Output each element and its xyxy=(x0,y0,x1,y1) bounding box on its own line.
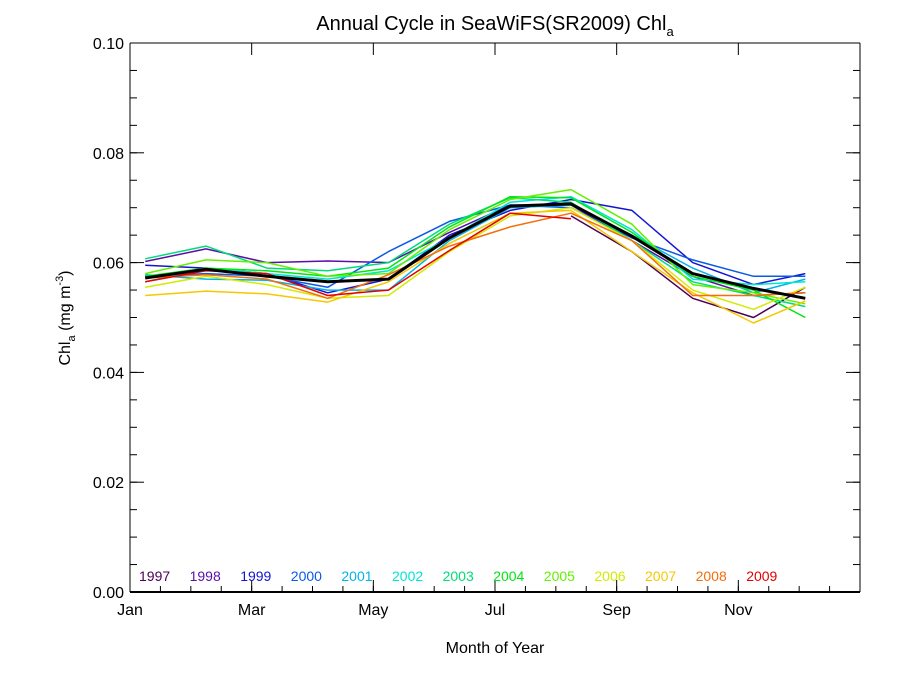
series-line-1997 xyxy=(570,215,806,319)
series-line-2007 xyxy=(145,209,806,324)
legend-entry-2002: 2002 xyxy=(392,568,423,584)
series-line-2008 xyxy=(145,212,806,300)
chart-title: Annual Cycle in SeaWiFS(SR2009) Chla xyxy=(316,13,674,39)
legend-entry-2006: 2006 xyxy=(594,568,625,584)
series-lines xyxy=(144,188,806,324)
y-axis-label: Chla (mg m-3) xyxy=(54,270,78,365)
legend-entry-2000: 2000 xyxy=(291,568,322,584)
legend: 1997 1998 1999 2000 2001 2002 2003 2004 2005 2006… xyxy=(139,568,778,584)
axis-ticks: Jan Mar May Jul Sep Nov 0.00 0.02 0.04 0.06 0.08 0.… xyxy=(93,36,860,619)
legend-entry-2007: 2007 xyxy=(645,568,676,584)
legend-entry-2004: 2004 xyxy=(493,568,524,584)
y-tick-label: 0.10 xyxy=(93,36,124,53)
legend-entry-1997: 1997 xyxy=(139,568,170,584)
legend-entry-1999: 1999 xyxy=(240,568,271,584)
series-line-2009 xyxy=(145,212,572,297)
legend-entry-2008: 2008 xyxy=(696,568,727,584)
y-tick-label: 0.06 xyxy=(93,256,124,273)
x-tick-label: May xyxy=(358,602,388,619)
series-line-2001 xyxy=(145,204,806,294)
series-line-2002 xyxy=(145,195,806,286)
series-line-2006 xyxy=(145,206,806,311)
legend-entry-2009: 2009 xyxy=(746,568,777,584)
series-line-2005 xyxy=(145,188,806,305)
series-line-2004 xyxy=(145,195,806,319)
y-tick-label: 0.02 xyxy=(93,475,124,492)
x-tick-label: Jan xyxy=(117,602,143,619)
legend-entry-1998: 1998 xyxy=(190,568,221,584)
x-axis-label: Month of Year xyxy=(446,640,545,657)
x-tick-label: Jul xyxy=(485,602,505,619)
legend-entry-2005: 2005 xyxy=(544,568,575,584)
x-tick-label: Nov xyxy=(724,602,752,619)
plot-frame xyxy=(129,42,861,593)
legend-entry-2003: 2003 xyxy=(443,568,474,584)
y-tick-label: 0.04 xyxy=(93,365,124,382)
y-tick-label: 0.08 xyxy=(93,146,124,163)
legend-entry-2001: 2001 xyxy=(341,568,372,584)
series-line-mean xyxy=(144,202,806,300)
x-tick-label: Sep xyxy=(602,602,631,619)
y-tick-label: 0.00 xyxy=(93,585,124,602)
x-tick-label: Mar xyxy=(238,602,266,619)
